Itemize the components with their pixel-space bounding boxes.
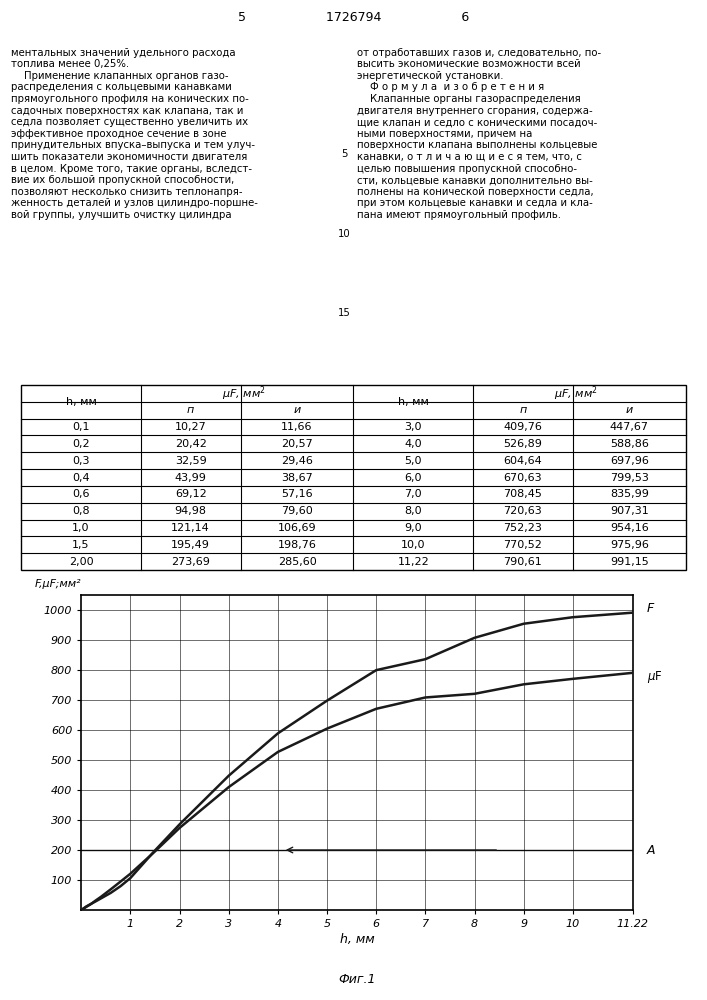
Text: 121,14: 121,14 [171,523,210,533]
Text: 106,69: 106,69 [278,523,316,533]
Text: от отработавших газов и, следовательно, по-
высить экономические возможности все: от отработавших газов и, следовательно, … [357,47,601,220]
Text: $\mu$F: $\mu$F [646,669,662,685]
Text: 3,0: 3,0 [404,422,422,432]
Text: и: и [626,405,633,415]
Text: 9,0: 9,0 [404,523,422,533]
Text: 0,3: 0,3 [72,456,90,466]
Text: 5: 5 [341,149,348,159]
Text: 4,0: 4,0 [404,439,422,449]
Text: Фиг.1: Фиг.1 [338,973,376,986]
Text: 198,76: 198,76 [278,540,317,550]
Text: 604,64: 604,64 [503,456,542,466]
Text: 43,99: 43,99 [175,473,206,483]
Text: $\mu F$, мм$^2$: $\mu F$, мм$^2$ [554,384,598,403]
Text: 975,96: 975,96 [610,540,649,550]
Text: 0,6: 0,6 [72,489,90,499]
Text: 588,86: 588,86 [610,439,649,449]
Text: 835,99: 835,99 [610,489,649,499]
Text: 29,46: 29,46 [281,456,313,466]
Text: 0,2: 0,2 [72,439,90,449]
Text: 32,59: 32,59 [175,456,206,466]
Text: 991,15: 991,15 [610,557,649,567]
Text: 409,76: 409,76 [503,422,542,432]
Text: 752,23: 752,23 [503,523,542,533]
Text: F,μF;мм²: F,μF;мм² [35,579,81,589]
Text: ментальных значений удельного расхода
топлива менее 0,25%.
    Применение клапан: ментальных значений удельного расхода то… [11,47,257,220]
Text: 708,45: 708,45 [503,489,542,499]
Text: 526,89: 526,89 [503,439,542,449]
Text: 20,42: 20,42 [175,439,206,449]
Text: 20,57: 20,57 [281,439,313,449]
Text: 1,0: 1,0 [72,523,90,533]
Text: 94,98: 94,98 [175,506,206,516]
Text: 5,0: 5,0 [404,456,422,466]
Text: и: и [293,405,300,415]
Text: A: A [646,844,655,856]
Text: 954,16: 954,16 [610,523,649,533]
Text: 6,0: 6,0 [404,473,422,483]
Text: h, мм: h, мм [398,397,428,407]
Text: 670,63: 670,63 [503,473,542,483]
Text: 907,31: 907,31 [610,506,649,516]
Text: 5                    1726794                    6: 5 1726794 6 [238,11,469,24]
Text: 799,53: 799,53 [610,473,649,483]
Text: 69,12: 69,12 [175,489,206,499]
Text: 79,60: 79,60 [281,506,313,516]
Text: 11,66: 11,66 [281,422,312,432]
Text: 720,63: 720,63 [503,506,542,516]
Text: 2,00: 2,00 [69,557,93,567]
Text: 447,67: 447,67 [610,422,649,432]
Text: 195,49: 195,49 [171,540,210,550]
X-axis label: h, мм: h, мм [340,933,374,946]
Text: 10,27: 10,27 [175,422,206,432]
Text: 770,52: 770,52 [503,540,542,550]
Text: п: п [187,405,194,415]
Text: 10: 10 [338,229,351,239]
Text: 38,67: 38,67 [281,473,313,483]
Text: 11,22: 11,22 [397,557,429,567]
Text: F: F [646,602,654,615]
Text: 0,8: 0,8 [72,506,90,516]
Text: 10,0: 10,0 [401,540,426,550]
Text: 273,69: 273,69 [171,557,210,567]
Text: 0,1: 0,1 [72,422,90,432]
Text: 0,4: 0,4 [72,473,90,483]
Text: 8,0: 8,0 [404,506,422,516]
Text: 790,61: 790,61 [503,557,542,567]
Text: 1,5: 1,5 [72,540,90,550]
Text: 15: 15 [338,308,351,318]
Text: 57,16: 57,16 [281,489,312,499]
Text: $\mu F$, мм$^2$: $\mu F$, мм$^2$ [222,384,266,403]
Text: h, мм: h, мм [66,397,96,407]
Text: 7,0: 7,0 [404,489,422,499]
Text: 285,60: 285,60 [278,557,317,567]
Text: п: п [520,405,527,415]
Text: 697,96: 697,96 [610,456,649,466]
